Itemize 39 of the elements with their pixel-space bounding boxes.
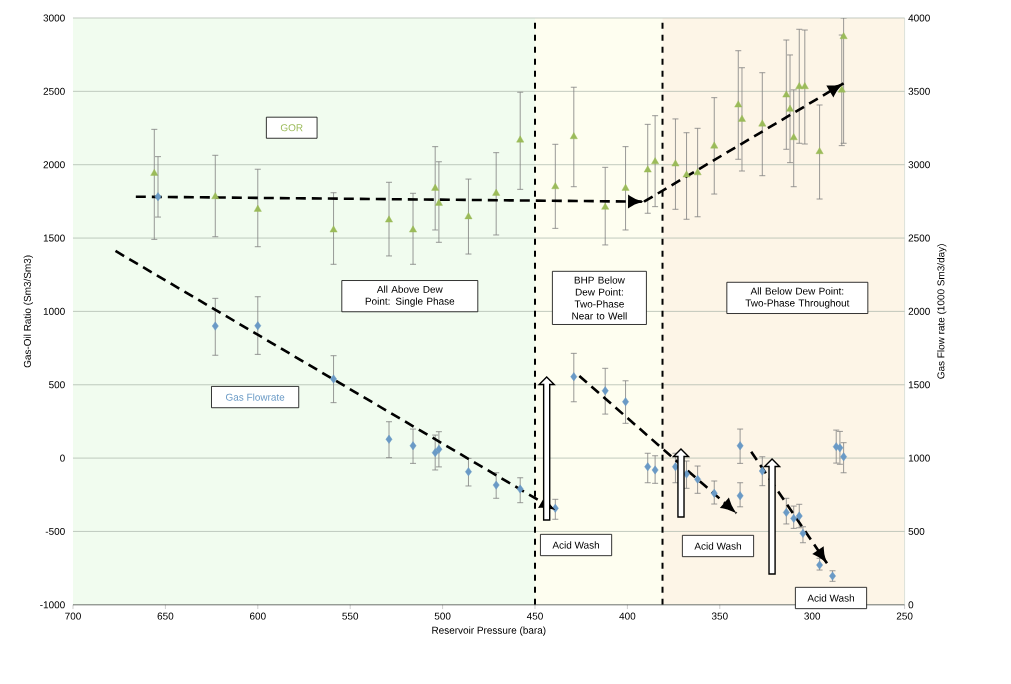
y2-tick-label: 1500: [908, 381, 930, 389]
y-tick-label: 2500: [43, 87, 65, 95]
y-axis-title: Gas-Oil Ratio (Sm3/Sm3): [23, 255, 33, 368]
band-label: All Below Dew Point: Two-Phase Throughout: [745, 287, 850, 309]
x-axis-title: Reservoir Pressure (bara): [432, 626, 546, 636]
text: GOR: [280, 124, 303, 132]
x-tick-label: 500: [434, 612, 451, 620]
annotation: Acid Wash: [807, 594, 854, 602]
band-label: All Above Dew Point: Single Phase: [365, 285, 455, 307]
y-tick-label: -500: [45, 527, 65, 535]
y2-tick-label: 0: [908, 601, 914, 609]
y2-tick-label: 4000: [908, 14, 930, 22]
x-tick-label: 350: [711, 612, 728, 620]
y-tick-label: 0: [60, 454, 65, 462]
annotation: Acid Wash: [694, 542, 741, 550]
y-tick-label: 1000: [43, 307, 65, 315]
y2-axis-title: Gas Flow rate (1000 Sm3/day): [937, 244, 947, 379]
y-tick-label: -1000: [40, 601, 65, 609]
x-tick-label: 400: [619, 612, 636, 620]
x-tick-label: 650: [157, 612, 174, 620]
y-tick-label: 500: [49, 381, 65, 389]
annotation: Acid Wash: [552, 541, 600, 549]
x-tick-label: 450: [526, 612, 543, 620]
y2-tick-label: 2000: [908, 307, 930, 315]
x-tick-label: 700: [65, 612, 81, 620]
x-tick-label: 600: [249, 612, 266, 620]
y2-tick-label: 3000: [908, 161, 930, 169]
y2-tick-label: 3500: [908, 87, 930, 95]
y-tick-label: 1500: [43, 234, 65, 242]
y2-tick-label: 2500: [908, 234, 930, 242]
x-tick-label: 250: [896, 612, 913, 620]
text: Gas Flowrate: [226, 393, 285, 401]
y2-tick-label: 500: [908, 527, 925, 535]
x-tick-label: 550: [342, 612, 359, 620]
y-tick-label: 2000: [43, 161, 65, 169]
band-label: BHP Below Dew Point: Two-Phase Near to Well: [572, 276, 627, 320]
y-tick-label: 3000: [43, 14, 65, 22]
y2-tick-label: 1000: [908, 454, 930, 462]
x-tick-label: 300: [804, 612, 821, 620]
